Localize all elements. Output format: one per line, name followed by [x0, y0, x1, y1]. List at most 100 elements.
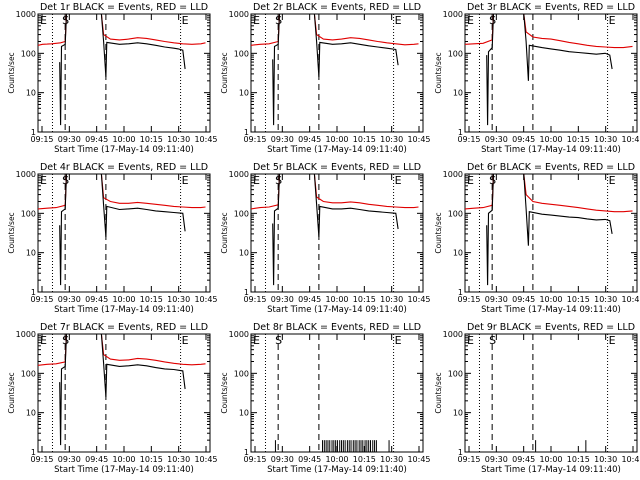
- series-line-lld: [38, 14, 206, 46]
- x-tick-label: 10:15: [567, 455, 590, 464]
- x-axis-label: Start Time (17-May-14 09:11:40): [54, 145, 194, 155]
- x-tick-label: 09:15: [457, 135, 480, 144]
- y-tick-label: 1000: [443, 170, 463, 179]
- chart-title: Det 3r BLACK = Events, RED = LLD: [467, 2, 635, 13]
- y-axis-label: Counts/sec: [220, 212, 229, 253]
- y-tick-label: 1000: [229, 170, 249, 179]
- series-line-events: [272, 174, 399, 286]
- chart-title: Det 7r BLACK = Events, RED = LLD: [40, 322, 208, 333]
- plot-area: [251, 174, 419, 286]
- plot-frame: [250, 333, 424, 453]
- x-tick-label: 09:30: [271, 135, 294, 144]
- x-tick-label: 09:15: [457, 455, 480, 464]
- x-tick-label: 10:00: [539, 455, 562, 464]
- y-tick-label: 1: [244, 128, 249, 137]
- x-tick-label: 10:45: [407, 455, 430, 464]
- x-tick-label: 10:45: [194, 455, 217, 464]
- y-tick-label: 10: [26, 409, 36, 418]
- y-tick-label: 1000: [443, 10, 463, 19]
- marker-e-label: E: [253, 14, 260, 27]
- y-tick-label: 10: [26, 89, 36, 98]
- marker-e-label: E: [395, 334, 402, 347]
- plot-frame: [464, 13, 638, 133]
- x-tick-label: 09:45: [85, 295, 108, 304]
- marker-e-label: E: [182, 14, 189, 27]
- x-tick-label: 10:00: [112, 135, 135, 144]
- plot-frame: [464, 173, 638, 293]
- y-axis-label: Counts/sec: [434, 212, 443, 253]
- x-tick-label: 10:30: [167, 135, 190, 144]
- plot-frame: [37, 173, 211, 293]
- y-tick-label: 10: [453, 249, 463, 258]
- y-tick-label: 100: [448, 209, 463, 218]
- y-tick-label: 10: [453, 409, 463, 418]
- x-tick-label: 10:30: [380, 455, 403, 464]
- x-tick-label: 09:15: [30, 455, 53, 464]
- marker-s-label: S: [489, 174, 496, 187]
- x-axis-label: Start Time (17-May-14 09:11:40): [481, 465, 621, 475]
- chart-panel-det-9: Det 9r BLACK = Events, RED = LLD 1 10 100 10…: [434, 322, 640, 475]
- marker-e-label: E: [609, 334, 616, 347]
- x-tick-label: 10:15: [353, 295, 376, 304]
- plot-frame: [37, 13, 211, 133]
- x-axis-label: Start Time (17-May-14 09:11:40): [54, 465, 194, 475]
- series-line-events: [486, 14, 613, 126]
- x-tick-label: 09:30: [271, 455, 294, 464]
- x-tick-label: 09:30: [271, 295, 294, 304]
- x-tick-label: 10:15: [140, 295, 163, 304]
- chart-title: Det 2r BLACK = Events, RED = LLD: [253, 2, 421, 13]
- series-line-events: [486, 174, 613, 286]
- plot-area: [274, 440, 390, 452]
- chart-title: Det 1r BLACK = Events, RED = LLD: [40, 2, 208, 13]
- x-tick-label: 10:15: [353, 455, 376, 464]
- chart-title: Det 8r BLACK = Events, RED = LLD: [253, 322, 421, 333]
- x-tick-label: 10:00: [325, 135, 348, 144]
- marker-e-label: E: [467, 14, 474, 27]
- series-line-events: [59, 334, 186, 446]
- x-tick-label: 09:45: [512, 295, 535, 304]
- x-tick-label: 09:30: [485, 295, 508, 304]
- x-tick-label: 09:45: [512, 135, 535, 144]
- marker-s-label: S: [62, 174, 69, 187]
- x-tick-label: 10:45: [407, 135, 430, 144]
- x-axis-label: Start Time (17-May-14 09:11:40): [481, 145, 621, 155]
- x-tick-label: 10:45: [621, 295, 640, 304]
- plot-area: [38, 334, 206, 446]
- x-axis-label: Start Time (17-May-14 09:11:40): [267, 305, 407, 315]
- plot-area: [38, 14, 206, 126]
- chart-panel-det-1: Det 1r BLACK = Events, RED = LLD 1 10 100 10…: [7, 2, 218, 155]
- y-tick-label: 100: [21, 49, 36, 58]
- y-tick-label: 100: [448, 369, 463, 378]
- plot-frame: [464, 333, 638, 453]
- y-tick-label: 100: [234, 209, 249, 218]
- marker-e-label: E: [182, 174, 189, 187]
- x-tick-label: 09:45: [85, 135, 108, 144]
- marker-s-label: S: [275, 334, 282, 347]
- x-tick-label: 10:30: [380, 135, 403, 144]
- x-tick-label: 09:15: [30, 295, 53, 304]
- chart-title: Det 6r BLACK = Events, RED = LLD: [467, 162, 635, 173]
- marker-e-label: E: [467, 174, 474, 187]
- y-tick-label: 1000: [229, 330, 249, 339]
- marker-e-label: E: [40, 174, 47, 187]
- plot-area: [535, 440, 587, 452]
- chart-panel-det-5: Det 5r BLACK = Events, RED = LLD 1 10 100 10…: [220, 162, 431, 315]
- x-tick-label: 09:15: [30, 135, 53, 144]
- x-tick-label: 09:45: [85, 455, 108, 464]
- x-tick-label: 09:30: [58, 295, 81, 304]
- marker-e-label: E: [609, 174, 616, 187]
- x-tick-label: 10:45: [194, 135, 217, 144]
- y-tick-label: 1: [31, 128, 36, 137]
- y-tick-label: 1: [458, 128, 463, 137]
- marker-e-label: E: [609, 14, 616, 27]
- x-tick-label: 10:30: [594, 135, 617, 144]
- x-axis-label: Start Time (17-May-14 09:11:40): [267, 145, 407, 155]
- y-axis-label: Counts/sec: [7, 52, 16, 93]
- y-tick-label: 100: [21, 209, 36, 218]
- y-tick-label: 1000: [229, 10, 249, 19]
- y-tick-label: 100: [21, 369, 36, 378]
- chart-panel-det-6: Det 6r BLACK = Events, RED = LLD 1 10 100 10…: [434, 162, 640, 315]
- x-tick-label: 09:15: [243, 295, 266, 304]
- x-tick-label: 09:45: [298, 295, 321, 304]
- chart-panel-det-4: Det 4r BLACK = Events, RED = LLD 1 10 100 10…: [7, 162, 218, 315]
